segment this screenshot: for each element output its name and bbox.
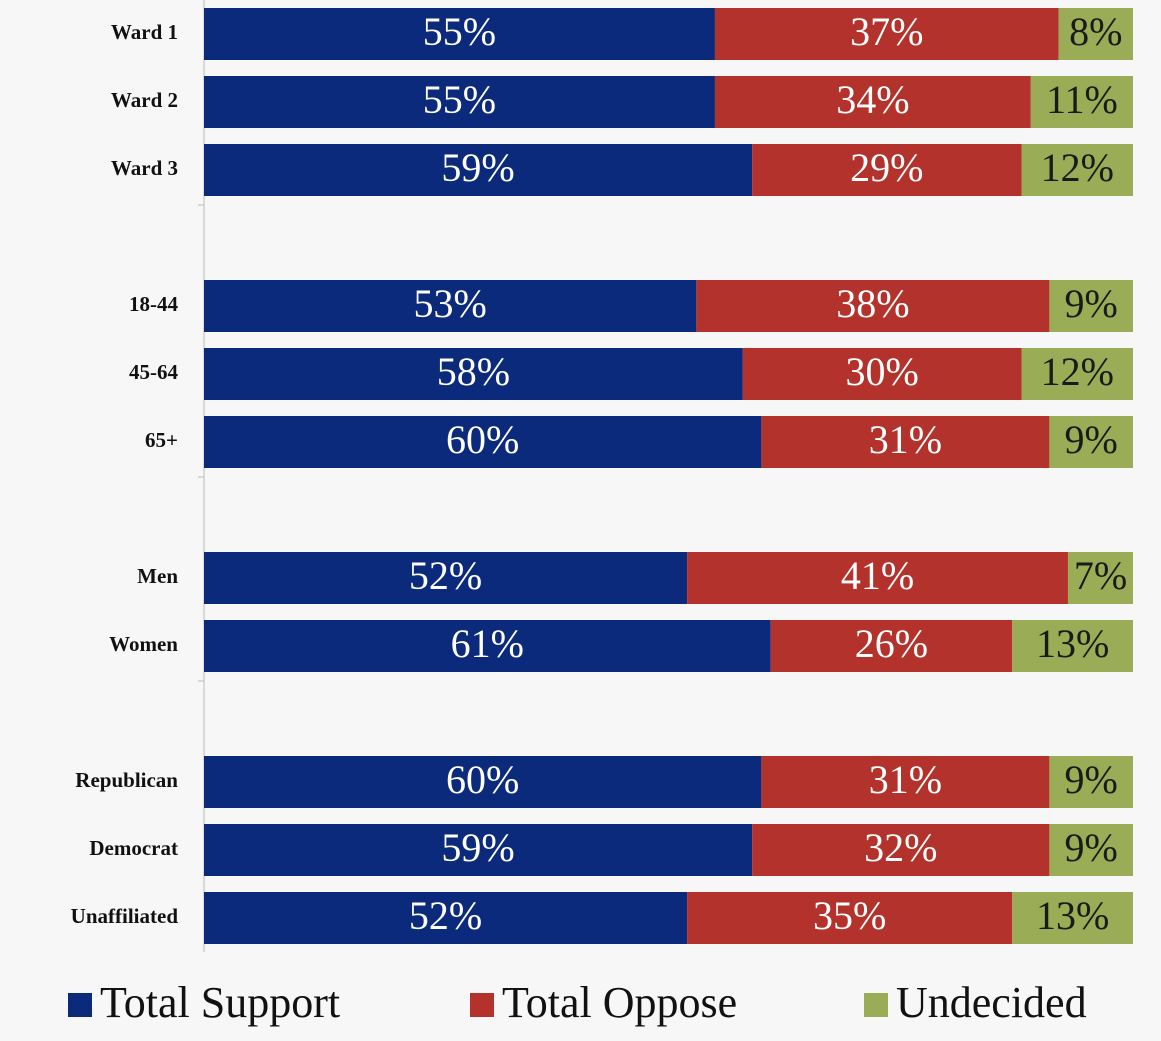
bar-segment [1030, 76, 1133, 128]
value-label: 9% [1065, 417, 1118, 462]
value-label: 37% [850, 9, 923, 54]
value-label: 7% [1074, 553, 1127, 598]
bar-segment [761, 416, 1050, 468]
category-label: 45-64 [129, 360, 178, 384]
category-label: Ward 3 [111, 156, 178, 180]
bar-segment [204, 144, 753, 196]
bar-segment [1049, 756, 1133, 808]
category-label: Men [137, 564, 178, 588]
bar-segment [204, 348, 743, 400]
bar-segment [714, 76, 1031, 128]
bar-segment [752, 144, 1022, 196]
bar-segment [204, 8, 715, 60]
bar-segment [1021, 144, 1133, 196]
value-label: 59% [441, 825, 514, 870]
bar-segment [204, 756, 762, 808]
bar-segment [1049, 280, 1133, 332]
value-label: 9% [1065, 825, 1118, 870]
bar-segment [1049, 416, 1133, 468]
bar-segment [204, 620, 771, 672]
value-label: 12% [1041, 145, 1114, 190]
bar-segment [204, 824, 753, 876]
value-label: 52% [409, 893, 482, 938]
value-label: 13% [1036, 893, 1109, 938]
legend-swatch [864, 993, 888, 1017]
value-label: 30% [846, 349, 919, 394]
category-label: Unaffiliated [71, 904, 179, 928]
legend-swatch [470, 993, 494, 1017]
bar-segment [1012, 892, 1133, 944]
category-label: 65+ [145, 428, 178, 452]
value-label: 35% [813, 893, 886, 938]
bar-segment [742, 348, 1022, 400]
value-label: 55% [423, 77, 496, 122]
value-label: 59% [441, 145, 514, 190]
bar-segment [1021, 348, 1133, 400]
value-label: 9% [1065, 281, 1118, 326]
bar-segment [1058, 8, 1133, 60]
bar-segment [770, 620, 1013, 672]
value-label: 60% [446, 417, 519, 462]
bar-segment [1012, 620, 1133, 672]
bar-segment [204, 892, 688, 944]
category-label: 18-44 [129, 292, 178, 316]
bar-segment [752, 824, 1050, 876]
value-label: 41% [841, 553, 914, 598]
category-label: Ward 2 [111, 88, 178, 112]
value-label: 9% [1065, 757, 1118, 802]
bar-segment [204, 280, 697, 332]
bar-segment [204, 552, 688, 604]
value-label: 13% [1036, 621, 1109, 666]
value-label: 31% [869, 757, 942, 802]
value-label: 61% [451, 621, 524, 666]
bar-segment [204, 416, 762, 468]
value-label: 32% [864, 825, 937, 870]
value-label: 31% [869, 417, 942, 462]
category-label: Republican [75, 768, 178, 792]
value-label: 8% [1069, 9, 1122, 54]
value-label: 26% [855, 621, 928, 666]
legend-label: Total Support [100, 978, 340, 1027]
legend-label: Total Oppose [502, 978, 737, 1027]
bar-segment [1067, 552, 1133, 604]
bar-segment [696, 280, 1050, 332]
legend-label: Undecided [896, 978, 1087, 1027]
bar-segment [204, 76, 715, 128]
bar-segment [687, 892, 1013, 944]
value-label: 34% [836, 77, 909, 122]
bar-segment [1049, 824, 1133, 876]
legend-swatch [68, 993, 92, 1017]
category-label: Democrat [89, 836, 178, 860]
value-label: 12% [1041, 349, 1114, 394]
value-label: 55% [423, 9, 496, 54]
category-label: Women [109, 632, 178, 656]
value-label: 60% [446, 757, 519, 802]
bar-segment [714, 8, 1059, 60]
value-label: 38% [836, 281, 909, 326]
value-label: 52% [409, 553, 482, 598]
value-label: 58% [437, 349, 510, 394]
bar-segment [761, 756, 1050, 808]
value-label: 29% [850, 145, 923, 190]
bar-segment [687, 552, 1068, 604]
category-label: Ward 1 [111, 20, 178, 44]
value-label: 53% [414, 281, 487, 326]
value-label: 11% [1046, 77, 1118, 122]
